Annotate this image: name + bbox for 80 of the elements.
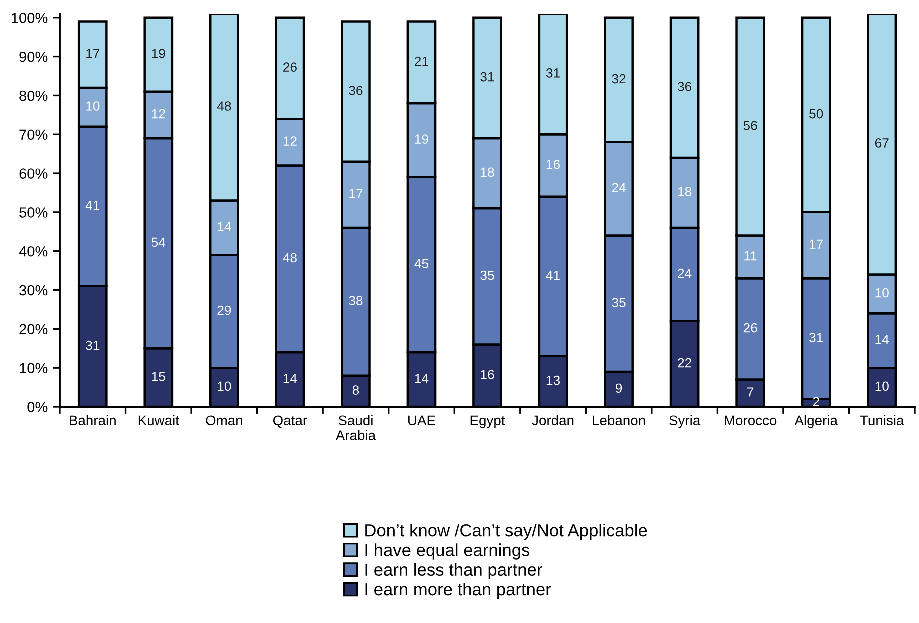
x-tick-label: Morocco [725, 416, 777, 426]
legend-label: Don’t know /Can’t say/Not Applicable [366, 524, 648, 540]
y-tick-label: 70% [20, 130, 48, 140]
y-tick-label: 10% [20, 363, 48, 374]
data-label: 10 [876, 382, 889, 392]
data-label: 17 [86, 49, 100, 58]
data-label: 7 [748, 388, 754, 397]
data-label: 54 [152, 238, 166, 248]
data-label: 18 [481, 168, 494, 178]
x-tick-label: Syria [670, 415, 701, 428]
data-label: 19 [415, 134, 428, 144]
data-label: 14 [876, 335, 890, 344]
data-label: 48 [283, 253, 297, 263]
data-label: 36 [678, 82, 692, 92]
y-tick-label: 0% [28, 402, 48, 412]
data-label: 10 [876, 288, 889, 298]
data-label: 35 [612, 298, 626, 308]
legend-label: I earn less than partner [366, 563, 542, 580]
data-label: 19 [152, 49, 166, 58]
data-label: 8 [352, 386, 360, 395]
data-label: 45 [414, 259, 429, 269]
x-tick-label: Kuwait [138, 415, 180, 426]
y-tick-label: 80% [20, 90, 48, 102]
data-label: 67 [875, 138, 889, 148]
x-tick-label: Jordan [532, 415, 574, 426]
x-tick-label: UAE [408, 416, 436, 426]
data-label: 31 [546, 68, 560, 78]
x-tick-label: Oman [206, 416, 242, 426]
data-label: 16 [481, 370, 494, 380]
data-label: 31 [86, 340, 100, 350]
data-label: 21 [415, 56, 428, 66]
data-label: 24 [612, 183, 626, 193]
data-label: 41 [86, 200, 100, 210]
x-tick-label: Lebanon [593, 415, 646, 426]
data-label: 50 [810, 109, 824, 119]
data-label: 24 [678, 268, 692, 278]
data-label: 22 [678, 358, 692, 368]
y-tick-label: 90% [20, 52, 48, 62]
data-label: 31 [480, 72, 494, 82]
y-tick-label: 100% [12, 12, 48, 24]
data-label: 17 [810, 240, 824, 249]
data-label: 14 [218, 222, 232, 232]
data-label: 16 [546, 160, 560, 170]
data-label: 15 [152, 372, 166, 382]
data-label: 2 [813, 397, 820, 407]
data-label: 12 [152, 109, 166, 119]
y-tick-label: 60% [20, 168, 48, 179]
data-label: 36 [349, 86, 363, 96]
data-label: 32 [612, 74, 626, 84]
data-label: 10 [218, 382, 232, 392]
data-label: 18 [678, 187, 692, 197]
data-label: 12 [284, 136, 297, 146]
data-label: 29 [218, 306, 232, 316]
y-tick-label: 20% [20, 324, 48, 335]
data-label: 11 [744, 252, 757, 261]
data-label: 10 [86, 102, 100, 111]
data-label: 17 [350, 189, 363, 198]
x-tick-label: Qatar [273, 416, 308, 428]
x-tick-label: Bahrain [70, 415, 116, 426]
y-tick-label: 50% [20, 208, 48, 218]
data-label: 31 [810, 333, 824, 342]
legend-label: I have equal earnings [366, 544, 530, 560]
data-label: 48 [217, 102, 232, 111]
data-label: 9 [616, 384, 622, 394]
data-label: 13 [546, 376, 560, 386]
data-label: 14 [415, 374, 429, 384]
y-tick-label: 40% [19, 246, 48, 257]
data-label: 35 [480, 270, 494, 280]
x-tick-label: Egypt [470, 416, 506, 428]
data-label: 41 [546, 270, 560, 280]
data-label: 14 [284, 374, 298, 384]
x-tick-label: Tunisia [860, 415, 904, 426]
data-label: 26 [744, 323, 758, 333]
x-tick-label: Saudi Arabia [336, 415, 376, 440]
data-label: 38 [349, 296, 363, 306]
legend-label: I earn more than partner [366, 582, 552, 600]
y-tick-label: 30% [20, 285, 48, 296]
data-label: 26 [284, 62, 297, 72]
x-tick-label: Algeria [794, 415, 838, 428]
data-label: 56 [744, 121, 758, 130]
